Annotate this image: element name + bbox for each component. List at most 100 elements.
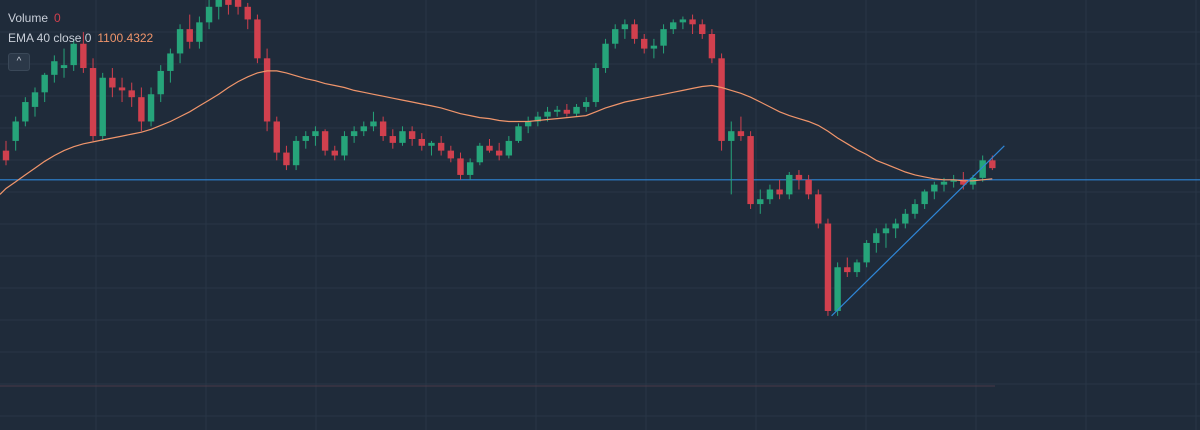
candle-body [447,150,455,159]
candle-body [602,43,609,69]
candle-body [341,136,348,156]
candle [331,145,338,161]
candle [824,218,832,316]
candle [524,116,532,134]
candle-body [128,90,135,98]
candle-body [911,204,919,214]
candle [273,116,280,161]
candle [196,16,203,49]
candle [167,48,174,83]
candle [80,32,87,73]
candle [476,142,484,166]
candle-body [689,19,696,25]
candle-body [360,126,367,132]
candle [22,97,29,127]
candle [312,126,319,146]
candle [60,48,68,78]
candle-body [757,199,764,205]
candle-body [902,213,909,224]
candle-body [350,131,358,137]
candle [650,38,658,59]
candle [766,184,774,205]
candle-body [41,74,48,93]
candle [302,131,309,149]
candle [263,48,271,132]
candle-body [167,53,174,71]
candle-body [728,131,735,141]
candle-body [389,136,396,143]
candle [447,145,455,163]
candle-body [824,223,832,311]
candle [902,208,909,229]
candle-body [844,267,851,273]
trend-line[interactable] [831,145,1005,317]
candle-body [31,92,39,107]
legend-ema-row[interactable]: EMA 40 close 0 1100.4322 [8,28,153,48]
candle-body [99,77,106,137]
candle-body [234,0,242,7]
candle [399,126,406,146]
candle [660,24,667,54]
candle [205,0,213,30]
candle [699,19,706,39]
legend-volume-row[interactable]: Volume 0 [8,8,153,28]
candle [99,72,106,141]
legend-volume-label: Volume [8,11,49,25]
candle-body [699,24,706,35]
candle [795,170,803,190]
candle [186,14,193,49]
candle-body [786,174,793,195]
candle-body [621,24,629,30]
candle-body [544,111,551,117]
candle [176,24,184,64]
candle-body [331,150,338,156]
candle-body [853,262,861,273]
candle [505,136,513,159]
candle [437,136,445,156]
candle-body [60,65,68,69]
candle [418,133,426,151]
candle-body [22,102,29,122]
candle [428,140,435,156]
candle [728,121,735,195]
candle-body [631,24,638,39]
candle-body [795,174,803,180]
candle [921,189,928,209]
candle [853,259,861,277]
candle [486,138,493,153]
candle-body [418,138,426,146]
candle [283,145,290,171]
candle-body [408,131,416,139]
candle-body [679,19,687,23]
candle-body [263,58,271,122]
candle [592,63,600,107]
candle [495,142,503,161]
candle-body [573,106,580,114]
candle-body [70,43,77,66]
candle-body [505,140,513,156]
candle [979,155,986,182]
candle-body [157,70,164,95]
candle-body [225,0,232,5]
candle-body [176,29,184,54]
candle [834,262,841,316]
candle [254,14,261,64]
candle [882,223,890,248]
legend-collapse-button[interactable]: ^ [8,53,30,71]
candle [718,53,725,151]
candle-body [960,179,967,185]
candle [244,2,251,30]
candle [157,65,164,103]
candle [408,126,416,146]
candle-body [428,142,435,146]
candle-body [515,126,522,141]
candle [51,55,58,83]
candle [360,121,367,137]
trend-line-layer [831,145,1005,317]
ema-layer [0,70,993,195]
candle [70,38,77,71]
candle [573,103,580,117]
candle-body [283,152,290,166]
